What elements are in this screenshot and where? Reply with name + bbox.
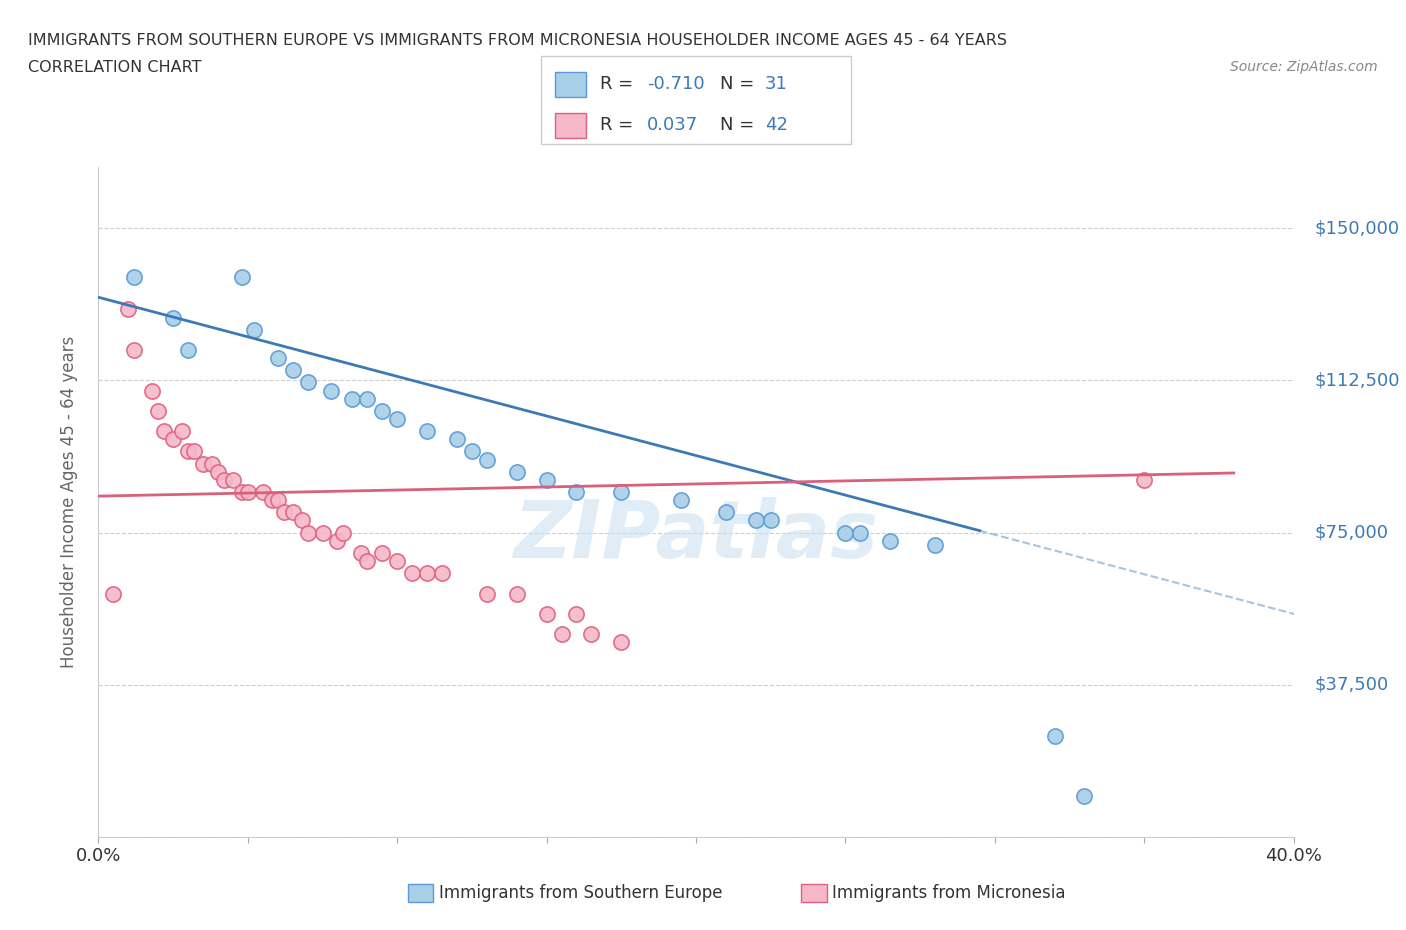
Text: ZIPatlas: ZIPatlas [513, 497, 879, 575]
Text: $150,000: $150,000 [1315, 219, 1400, 237]
Point [416, 565, 439, 580]
Point [446, 432, 468, 446]
Point [401, 565, 423, 580]
Point [281, 363, 304, 378]
Point [222, 472, 245, 487]
Point [191, 457, 214, 472]
Text: IMMIGRANTS FROM SOUTHERN EUROPE VS IMMIGRANTS FROM MICRONESIA HOUSEHOLDER INCOME: IMMIGRANTS FROM SOUTHERN EUROPE VS IMMIG… [28, 33, 1007, 47]
Point [124, 270, 146, 285]
Point [536, 472, 558, 487]
Point [565, 485, 588, 499]
Point [475, 452, 498, 467]
Point [162, 310, 184, 325]
Point [124, 342, 146, 357]
Point [153, 424, 176, 439]
Text: $37,500: $37,500 [1315, 676, 1389, 694]
Point [416, 424, 439, 439]
Point [461, 444, 484, 458]
Text: $75,000: $75,000 [1315, 524, 1389, 541]
Point [350, 546, 373, 561]
Point [385, 553, 409, 568]
Text: R =: R = [600, 115, 640, 134]
Point [1073, 789, 1095, 804]
Point [356, 553, 378, 568]
Point [236, 485, 259, 499]
Point [260, 493, 283, 508]
Point [924, 538, 946, 552]
Point [267, 351, 290, 365]
Point [311, 525, 333, 540]
Point [326, 533, 349, 548]
Point [581, 627, 603, 642]
Point [162, 432, 184, 446]
Point [148, 404, 170, 418]
Point [834, 525, 856, 540]
Point [297, 525, 319, 540]
Point [201, 457, 224, 472]
Point [879, 533, 901, 548]
Point [610, 485, 633, 499]
Text: R =: R = [600, 75, 640, 93]
Text: -0.710: -0.710 [647, 75, 704, 93]
Text: 42: 42 [765, 115, 787, 134]
Text: N =: N = [720, 75, 759, 93]
Point [506, 586, 529, 601]
Point [506, 464, 529, 479]
Point [565, 606, 588, 621]
Point [212, 472, 235, 487]
Point [297, 375, 319, 390]
Point [117, 302, 139, 317]
Point [745, 513, 768, 528]
Point [714, 505, 737, 520]
Point [273, 505, 295, 520]
Point [356, 392, 378, 406]
Point [610, 635, 633, 650]
Point [332, 525, 354, 540]
Point [849, 525, 872, 540]
Point [371, 404, 394, 418]
Point [475, 586, 498, 601]
Point [430, 565, 453, 580]
Point [321, 383, 343, 398]
Text: Immigrants from Southern Europe: Immigrants from Southern Europe [439, 884, 723, 902]
Point [231, 270, 253, 285]
Point [207, 464, 229, 479]
Text: $112,500: $112,500 [1315, 371, 1400, 390]
Point [290, 513, 312, 528]
Point [1043, 728, 1066, 743]
Point [172, 424, 194, 439]
Point [103, 586, 125, 601]
Point [231, 485, 253, 499]
Text: Source: ZipAtlas.com: Source: ZipAtlas.com [1230, 60, 1378, 74]
Point [536, 606, 558, 621]
Text: 31: 31 [765, 75, 787, 93]
Text: N =: N = [720, 115, 759, 134]
Text: CORRELATION CHART: CORRELATION CHART [28, 60, 201, 75]
Point [177, 342, 200, 357]
Point [141, 383, 163, 398]
Point [177, 444, 200, 458]
Point [371, 546, 394, 561]
Point [550, 627, 572, 642]
Point [183, 444, 205, 458]
Point [1133, 472, 1156, 487]
Point [385, 412, 409, 427]
Text: Immigrants from Micronesia: Immigrants from Micronesia [832, 884, 1066, 902]
Point [243, 323, 266, 338]
Point [267, 493, 290, 508]
Y-axis label: Householder Income Ages 45 - 64 years: Householder Income Ages 45 - 64 years [59, 336, 77, 669]
Point [342, 392, 364, 406]
Point [669, 493, 692, 508]
Point [759, 513, 782, 528]
Point [281, 505, 304, 520]
Text: 0.037: 0.037 [647, 115, 697, 134]
Point [252, 485, 274, 499]
